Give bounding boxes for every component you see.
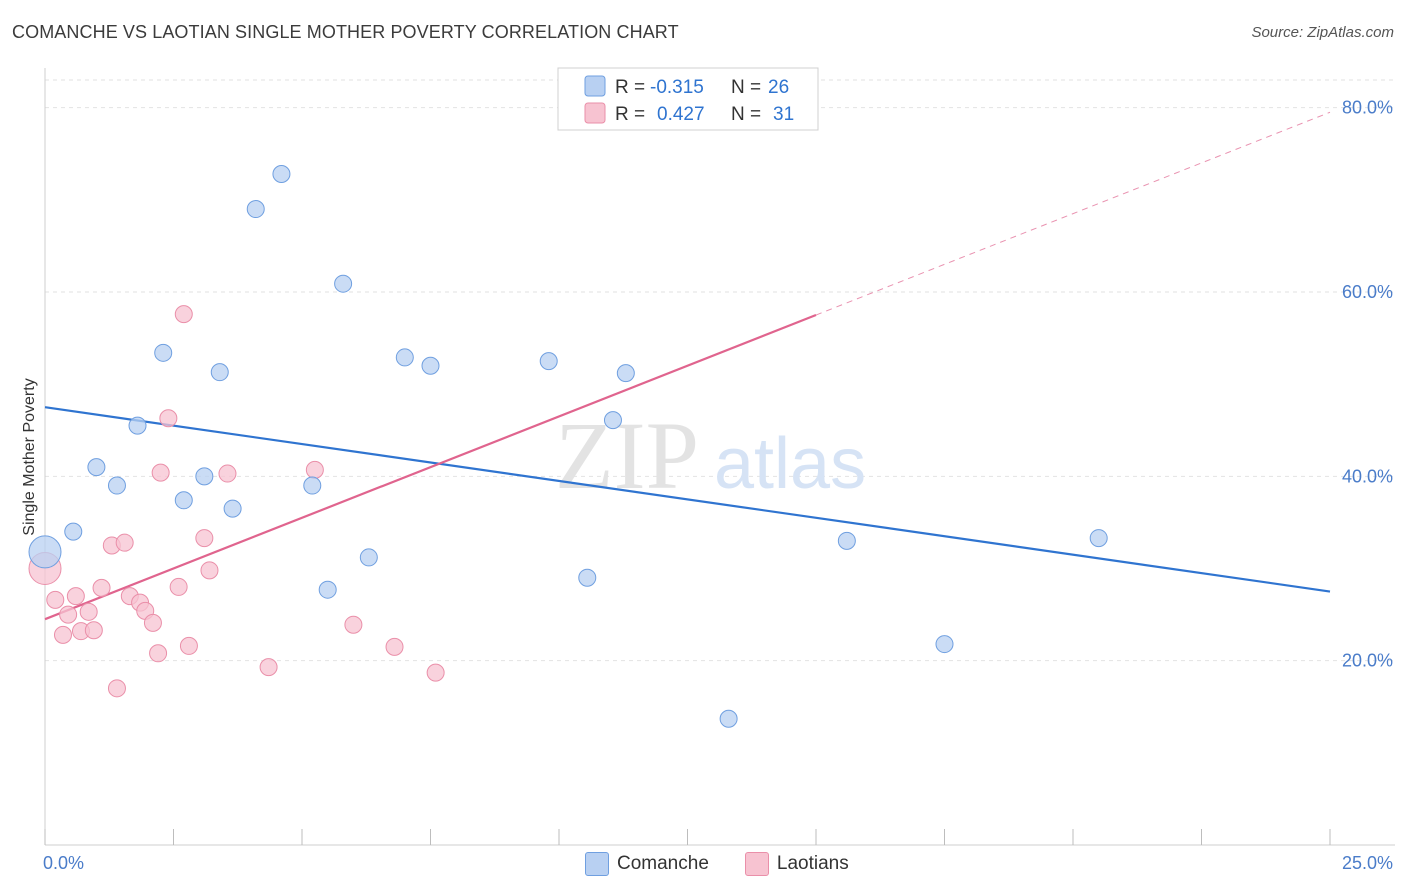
laotians-point-8 (92, 578, 111, 597)
comanche-point-17 (421, 356, 440, 375)
comanche-point-18 (539, 352, 558, 371)
correlation-legend: R = -0.315 N = 26 R = 0.427 N = 31 (557, 67, 819, 131)
laotians-point-26 (305, 460, 324, 479)
comanche-point-21 (616, 364, 635, 383)
comanche-point-0 (28, 535, 62, 569)
comanche-point-2 (87, 458, 106, 477)
legend-n-label-1: N = (731, 77, 761, 98)
comanche-point-25 (1089, 529, 1108, 548)
laotians-point-25 (259, 658, 278, 677)
comanche-point-24 (935, 635, 954, 654)
comanche-point-22 (719, 709, 738, 728)
laotians-trend-extension (815, 111, 1331, 316)
x-tick-label-0: 0.0% (43, 853, 84, 873)
comanche-point-15 (359, 548, 378, 567)
comanche-point-7 (195, 467, 214, 486)
legend-r-label-2: R = (615, 104, 645, 125)
laotians-point-18 (159, 409, 178, 428)
laotians-point-11 (115, 533, 134, 552)
comanche-trend-line (44, 406, 1331, 593)
laotians-point-10 (107, 679, 126, 698)
comanche-point-6 (174, 491, 193, 510)
y-tick-label-20: 20.0% (1342, 651, 1393, 671)
trend-lines (44, 111, 1331, 621)
laotians-point-16 (149, 644, 168, 663)
laotians-point-1 (46, 590, 65, 609)
laotians-point-23 (200, 561, 219, 580)
comanche-point-13 (318, 580, 337, 599)
comanche-point-10 (246, 200, 265, 219)
comanche-point-8 (210, 363, 229, 382)
data-points (28, 94, 1108, 728)
y-axis-label: Single Mother Poverty (21, 378, 38, 535)
axes-layer (44, 68, 1395, 846)
laotians-point-22 (195, 529, 214, 548)
comanche-point-16 (395, 348, 414, 367)
comanche-point-20 (603, 411, 622, 430)
legend-swatch-comanche (584, 75, 606, 97)
comanche-point-5 (154, 343, 173, 362)
laotians-point-20 (174, 305, 193, 324)
laotians-point-15 (143, 613, 162, 632)
series-legend: Comanche Laotians (585, 852, 849, 876)
laotians-trend-line (44, 314, 817, 621)
laotians-point-2 (53, 625, 72, 644)
laotians-swatch (744, 852, 769, 876)
legend-swatch-laotians (584, 102, 606, 124)
legend-n-label-2: N = (731, 104, 761, 125)
laotians-point-24 (218, 464, 237, 483)
watermark-zip: ZIP (555, 402, 699, 509)
comanche-point-12 (303, 476, 322, 495)
grid-layer (45, 79, 1395, 662)
legend-r-value-1: -0.315 (650, 77, 704, 98)
chart-title: COMANCHE VS LAOTIAN SINGLE MOTHER POVERT… (12, 22, 679, 42)
comanche-point-3 (107, 476, 126, 495)
laotians-point-27 (344, 615, 363, 634)
source-label: Source: ZipAtlas.com (1251, 24, 1394, 41)
legend-n-value-2: 31 (773, 104, 794, 125)
comanche-point-23 (837, 531, 856, 550)
laotians-point-28 (385, 637, 404, 656)
x-tick-label-25: 25.0% (1342, 853, 1393, 873)
laotians-legend-label: Laotians (776, 853, 849, 874)
legend-r-label-1: R = (615, 77, 645, 98)
laotians-point-4 (66, 587, 85, 606)
comanche-point-19 (578, 568, 597, 587)
watermark: ZIP atlas (555, 402, 866, 509)
comanche-point-4 (128, 416, 147, 435)
legend-r-value-2: 0.427 (657, 104, 705, 125)
laotians-point-17 (151, 463, 170, 482)
watermark-atlas: atlas (714, 424, 866, 504)
tick-labels: 20.0% 40.0% 60.0% 80.0% 0.0% 25.0% (43, 98, 1393, 873)
y-tick-label-60: 60.0% (1342, 282, 1393, 302)
y-tick-label-80: 80.0% (1342, 98, 1393, 118)
laotians-point-3 (59, 605, 78, 624)
laotians-point-29 (426, 663, 445, 682)
laotians-point-19 (169, 577, 188, 596)
comanche-legend-label: Comanche (617, 853, 709, 874)
comanche-point-14 (334, 274, 353, 293)
comanche-point-11 (272, 165, 291, 184)
laotians-point-6 (79, 602, 98, 621)
legend-n-value-1: 26 (768, 77, 789, 98)
y-tick-label-40: 40.0% (1342, 466, 1393, 486)
comanche-swatch (585, 852, 609, 876)
laotians-point-21 (179, 636, 198, 655)
laotians-point-7 (84, 621, 103, 640)
comanche-point-1 (64, 522, 83, 541)
comanche-point-9 (223, 499, 242, 518)
